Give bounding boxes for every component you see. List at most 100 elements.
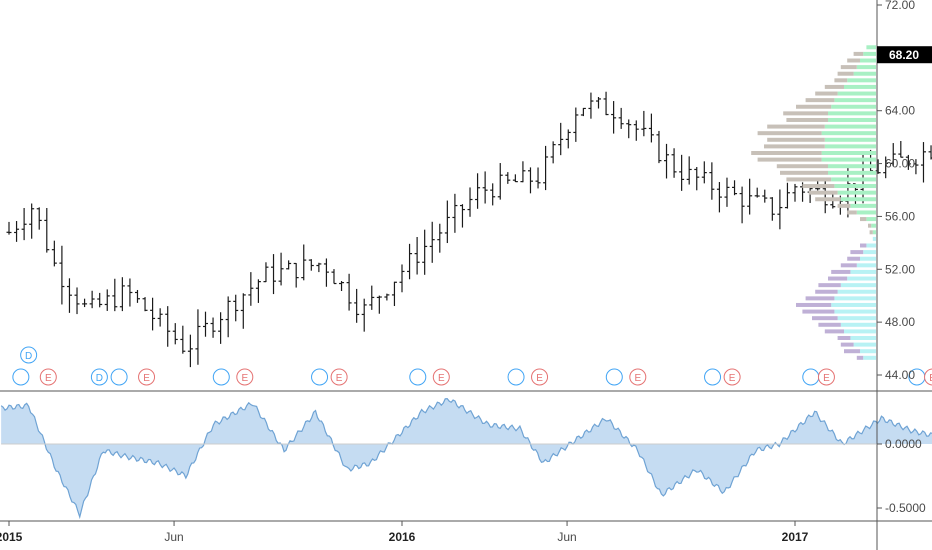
- earnings-circle[interactable]: [629, 368, 647, 386]
- price-bar: [414, 236, 420, 275]
- earnings-circle[interactable]: [39, 368, 57, 386]
- dividend-circle[interactable]: [605, 368, 623, 386]
- price-bar: [709, 162, 715, 200]
- volume-down-bar: [764, 144, 825, 149]
- price-bar: [180, 325, 186, 354]
- dividend-letter: D: [25, 351, 32, 362]
- price-bar: [475, 173, 481, 209]
- price-bar: [543, 145, 549, 191]
- dividend-marker[interactable]: [311, 368, 329, 386]
- dividend-circle[interactable]: [409, 368, 427, 386]
- volume-down-bar: [840, 342, 854, 347]
- price-bar: [308, 259, 314, 271]
- earnings-circle[interactable]: [138, 368, 156, 386]
- earnings-marker[interactable]: E: [330, 368, 348, 386]
- oscillator-line: [0, 397, 932, 520]
- price-bar: [618, 107, 624, 129]
- earnings-circle[interactable]: [330, 368, 348, 386]
- price-bar: [293, 262, 299, 288]
- price-bar: [255, 279, 261, 303]
- price-bar: [36, 207, 42, 230]
- dividend-circle[interactable]: [110, 368, 128, 386]
- volume-down-bar: [818, 283, 841, 288]
- price-bar: [437, 223, 443, 253]
- volume-up-bar: [840, 283, 876, 288]
- last-price-value: 68.20: [889, 48, 919, 62]
- price-bar: [444, 200, 450, 244]
- dividend-marker[interactable]: [605, 368, 623, 386]
- dividend-circle[interactable]: [212, 368, 230, 386]
- dividend-marker[interactable]: D: [20, 346, 38, 364]
- dividend-marker[interactable]: [110, 368, 128, 386]
- price-bar: [898, 140, 904, 158]
- price-bar: [218, 312, 224, 344]
- price-bar: [512, 174, 518, 183]
- price-tick-label: 48.00: [885, 315, 915, 329]
- earnings-marker[interactable]: E: [817, 368, 835, 386]
- volume-up-bar: [847, 276, 876, 281]
- price-bar: [97, 292, 103, 308]
- dividend-marker[interactable]: [12, 368, 30, 386]
- dividend-marker[interactable]: [507, 368, 525, 386]
- price-bar: [225, 296, 231, 338]
- price-bar: [490, 183, 496, 206]
- price-bar: [550, 141, 556, 164]
- price-bar: [66, 278, 72, 313]
- price-bar: [648, 113, 654, 143]
- earnings-marker[interactable]: E: [236, 368, 254, 386]
- dividend-circle[interactable]: [507, 368, 525, 386]
- price-bar: [422, 229, 428, 275]
- earnings-marker[interactable]: E: [531, 368, 549, 386]
- volume-down-bar: [805, 296, 835, 301]
- price-bar: [51, 240, 57, 267]
- volume-up-bar: [853, 342, 876, 347]
- price-tick-label: 72.00: [885, 0, 915, 12]
- volume-up-bar: [837, 91, 876, 96]
- volume-up-bar: [863, 355, 876, 360]
- price-bar: [664, 143, 670, 179]
- earnings-marker[interactable]: E: [138, 368, 156, 386]
- dividend-circle[interactable]: [12, 368, 30, 386]
- dividend-circle[interactable]: [704, 368, 722, 386]
- price-bar: [769, 197, 775, 221]
- earnings-marker[interactable]: E: [432, 368, 450, 386]
- earnings-marker[interactable]: E: [39, 368, 57, 386]
- earnings-circle[interactable]: [236, 368, 254, 386]
- event-markers[interactable]: EEEEEEEEEEEEEEEEDD: [12, 346, 932, 386]
- earnings-marker[interactable]: E: [629, 368, 647, 386]
- volume-down-bar: [831, 269, 851, 274]
- price-bars: [6, 91, 932, 368]
- dividend-circle[interactable]: [802, 368, 820, 386]
- dividend-circle[interactable]: [20, 346, 38, 364]
- volume-up-bar: [828, 111, 876, 116]
- price-bar: [407, 243, 413, 280]
- price-bar: [127, 278, 133, 307]
- earnings-circle[interactable]: [531, 368, 549, 386]
- volume-down-bar: [815, 91, 838, 96]
- dividend-marker[interactable]: [409, 368, 427, 386]
- price-bar: [316, 262, 322, 273]
- earnings-marker[interactable]: E: [723, 368, 741, 386]
- price-tick-label: 56.00: [885, 209, 915, 223]
- dividend-marker[interactable]: [704, 368, 722, 386]
- earnings-circle[interactable]: [924, 368, 932, 386]
- volume-up-bar: [856, 210, 876, 215]
- dividend-marker[interactable]: D: [90, 368, 108, 386]
- earnings-marker[interactable]: E: [924, 368, 932, 386]
- volume-up-bar: [872, 230, 876, 235]
- dividend-circle[interactable]: [90, 368, 108, 386]
- price-bar: [580, 107, 586, 117]
- earnings-circle[interactable]: [432, 368, 450, 386]
- price-bar: [883, 156, 889, 179]
- volume-up-bar: [831, 177, 876, 182]
- volume-up-bar: [860, 349, 876, 354]
- oscillator-area: [1, 398, 932, 517]
- earnings-circle[interactable]: [723, 368, 741, 386]
- price-bar: [301, 244, 307, 281]
- price-bar: [459, 204, 465, 228]
- dividend-marker[interactable]: [212, 368, 230, 386]
- dividend-marker[interactable]: [802, 368, 820, 386]
- price-bar: [913, 159, 919, 175]
- earnings-circle[interactable]: [817, 368, 835, 386]
- dividend-circle[interactable]: [311, 368, 329, 386]
